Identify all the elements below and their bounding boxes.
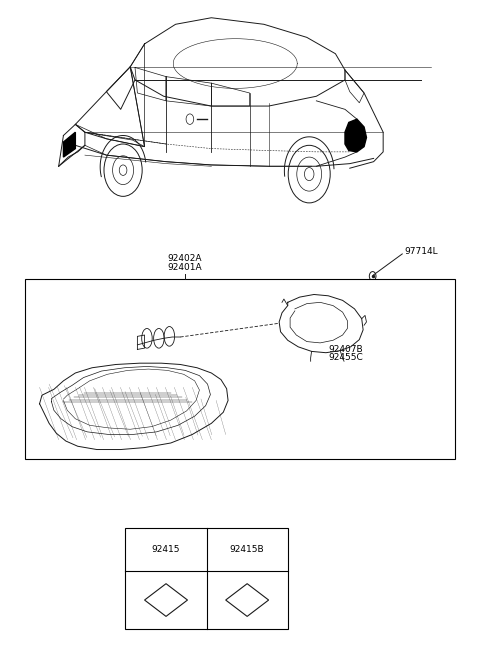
Text: 92402A: 92402A: [168, 254, 203, 263]
Text: 92455C: 92455C: [328, 353, 363, 363]
Text: 92415: 92415: [152, 545, 180, 554]
Text: 92415B: 92415B: [230, 545, 264, 554]
Text: 92401A: 92401A: [168, 263, 203, 271]
Polygon shape: [63, 132, 75, 157]
Bar: [125, 528, 288, 629]
Bar: [25, 279, 455, 459]
Polygon shape: [345, 119, 366, 152]
Text: 92407B: 92407B: [328, 345, 363, 354]
Text: 97714L: 97714L: [405, 247, 438, 256]
